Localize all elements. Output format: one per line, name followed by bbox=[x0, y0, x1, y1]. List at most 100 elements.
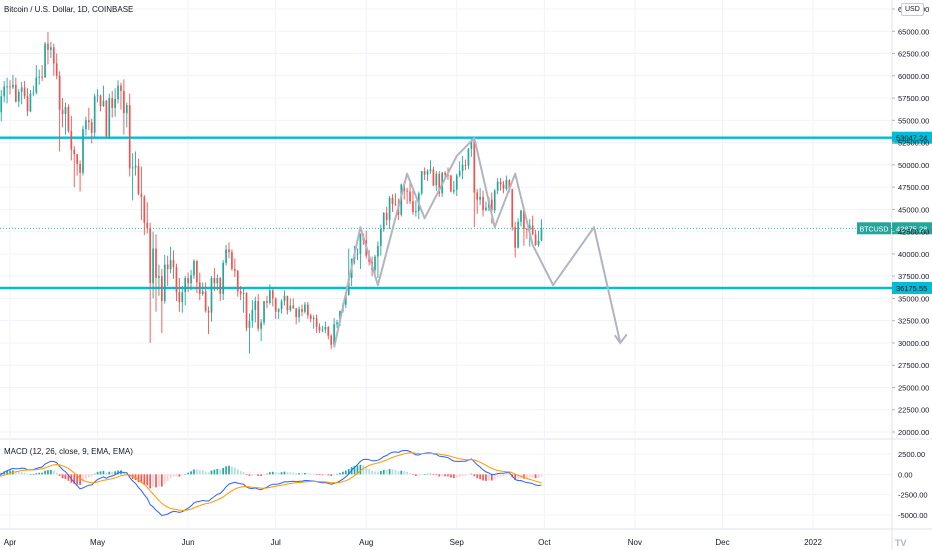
macd-histogram-bar bbox=[283, 471, 286, 475]
candle-body bbox=[47, 43, 49, 50]
macd-histogram-bar bbox=[231, 466, 233, 475]
candle-body bbox=[432, 169, 435, 186]
level-price-tag bbox=[892, 131, 932, 144]
symbol-tag-label: BTCUSD bbox=[860, 226, 889, 233]
candle-body bbox=[406, 190, 408, 192]
macd-histogram-bar bbox=[330, 474, 333, 476]
candle-body bbox=[379, 228, 382, 246]
candle-body bbox=[216, 277, 219, 284]
candle-body bbox=[76, 154, 79, 164]
macd-histogram-bar bbox=[482, 474, 484, 481]
macd-histogram-bar bbox=[342, 471, 344, 475]
horizontal-levels[interactable]: BTCUSD 42875.28 53047.24 36175.55 bbox=[0, 131, 932, 294]
macd-histogram-bar bbox=[353, 465, 356, 475]
candle-body bbox=[312, 318, 315, 319]
macd-histogram-bar bbox=[41, 472, 43, 475]
macd-histogram-bar bbox=[172, 474, 175, 477]
candle-body bbox=[90, 122, 93, 133]
candle-body bbox=[412, 201, 414, 213]
macd-histogram-bar bbox=[488, 474, 490, 481]
candle-body bbox=[455, 175, 458, 190]
macd-histogram-bar bbox=[458, 474, 461, 478]
macd-histogram-bar bbox=[152, 474, 154, 488]
time-tick-label: 2022 bbox=[804, 538, 822, 547]
chart-title: Bitcoin / U.S. Dollar, 1D, COINBASE bbox=[4, 5, 134, 14]
macd-histogram-bar bbox=[379, 470, 382, 475]
macd-histogram-bar bbox=[163, 474, 166, 484]
candle-body bbox=[534, 234, 537, 245]
candle-body bbox=[458, 171, 461, 176]
macd-histogram-bar bbox=[245, 474, 248, 475]
candle-body bbox=[520, 210, 522, 222]
price-tick-label: 55000.00 bbox=[898, 116, 929, 125]
candle-body bbox=[17, 91, 20, 102]
candle-body bbox=[540, 228, 543, 241]
macd-histogram-bar bbox=[87, 474, 90, 478]
macd-histogram-bar bbox=[362, 465, 365, 475]
macd-histogram-bar bbox=[50, 469, 52, 475]
macd-histogram-bar bbox=[213, 469, 216, 475]
candle-body bbox=[52, 47, 55, 64]
candle-body bbox=[306, 304, 309, 316]
macd-histogram-bar bbox=[257, 474, 260, 476]
time-tick-label: Aug bbox=[359, 538, 373, 547]
candle-body bbox=[485, 207, 487, 211]
macd-histogram-bar bbox=[204, 471, 207, 475]
macd-histogram-bar bbox=[222, 467, 225, 475]
candle-body bbox=[286, 295, 289, 310]
macd-histogram-bar bbox=[73, 474, 76, 484]
candle-body bbox=[415, 211, 417, 213]
macd-histogram-bar bbox=[517, 474, 519, 480]
macd-histogram-bar bbox=[64, 474, 67, 480]
candle-body bbox=[374, 256, 376, 270]
projection-line[interactable] bbox=[333, 137, 622, 348]
macd-histogram-bar bbox=[196, 469, 198, 475]
macd-histogram-bar bbox=[228, 465, 230, 475]
macd-histogram-bar bbox=[184, 473, 187, 475]
macd-histogram-bar bbox=[409, 473, 411, 475]
candle-body bbox=[280, 301, 283, 310]
macd-histogram-bar bbox=[20, 471, 23, 475]
macd-pane bbox=[0, 450, 543, 517]
candle-body bbox=[23, 87, 26, 97]
candle-body bbox=[61, 109, 64, 115]
macd-histogram-bar bbox=[219, 469, 222, 475]
macd-histogram-bar bbox=[476, 474, 479, 479]
candle-body bbox=[420, 171, 423, 194]
candle-body bbox=[67, 106, 70, 132]
macd-histogram-bar bbox=[452, 474, 455, 479]
macd-histogram-bar bbox=[301, 473, 303, 475]
macd-histogram-bar bbox=[485, 474, 487, 481]
macd-histogram-bar bbox=[523, 474, 525, 479]
candle-body bbox=[304, 304, 306, 312]
axes: 67500.0065000.0062500.0060000.0057500.00… bbox=[4, 5, 930, 547]
macd-histogram-bar bbox=[277, 472, 280, 475]
macd-histogram-bar bbox=[166, 474, 169, 482]
price-tick-label: 62500.00 bbox=[898, 50, 929, 59]
candle-body bbox=[41, 76, 43, 78]
projection-path[interactable] bbox=[333, 137, 628, 348]
tradingview-logo: TV bbox=[895, 538, 907, 548]
macd-histogram-bar bbox=[508, 474, 511, 476]
macd-histogram-bar bbox=[473, 474, 476, 477]
candle-body bbox=[82, 129, 84, 173]
candle-body bbox=[438, 173, 441, 194]
macd-histogram-bar bbox=[304, 472, 306, 475]
macd-histogram-bar bbox=[368, 468, 371, 475]
currency-button[interactable]: USD bbox=[901, 3, 924, 16]
macd-histogram-bar bbox=[134, 474, 137, 481]
macd-histogram-bar bbox=[76, 474, 79, 485]
macd-histogram-bar bbox=[496, 474, 499, 478]
macd-histogram-bar bbox=[38, 472, 41, 475]
candle-body bbox=[450, 175, 452, 192]
macd-histogram-bar bbox=[143, 474, 146, 485]
macd-histogram-bar bbox=[269, 472, 271, 475]
candle-body bbox=[269, 290, 271, 303]
macd-histogram-bar bbox=[540, 474, 543, 477]
macd-indicator-label[interactable]: MACD (12, 26, close, 9, EMA, EMA) bbox=[4, 447, 133, 456]
candle-body bbox=[271, 290, 274, 299]
candle-body bbox=[502, 184, 505, 189]
candle-body bbox=[178, 292, 181, 302]
macd-histogram-bar bbox=[377, 471, 379, 475]
